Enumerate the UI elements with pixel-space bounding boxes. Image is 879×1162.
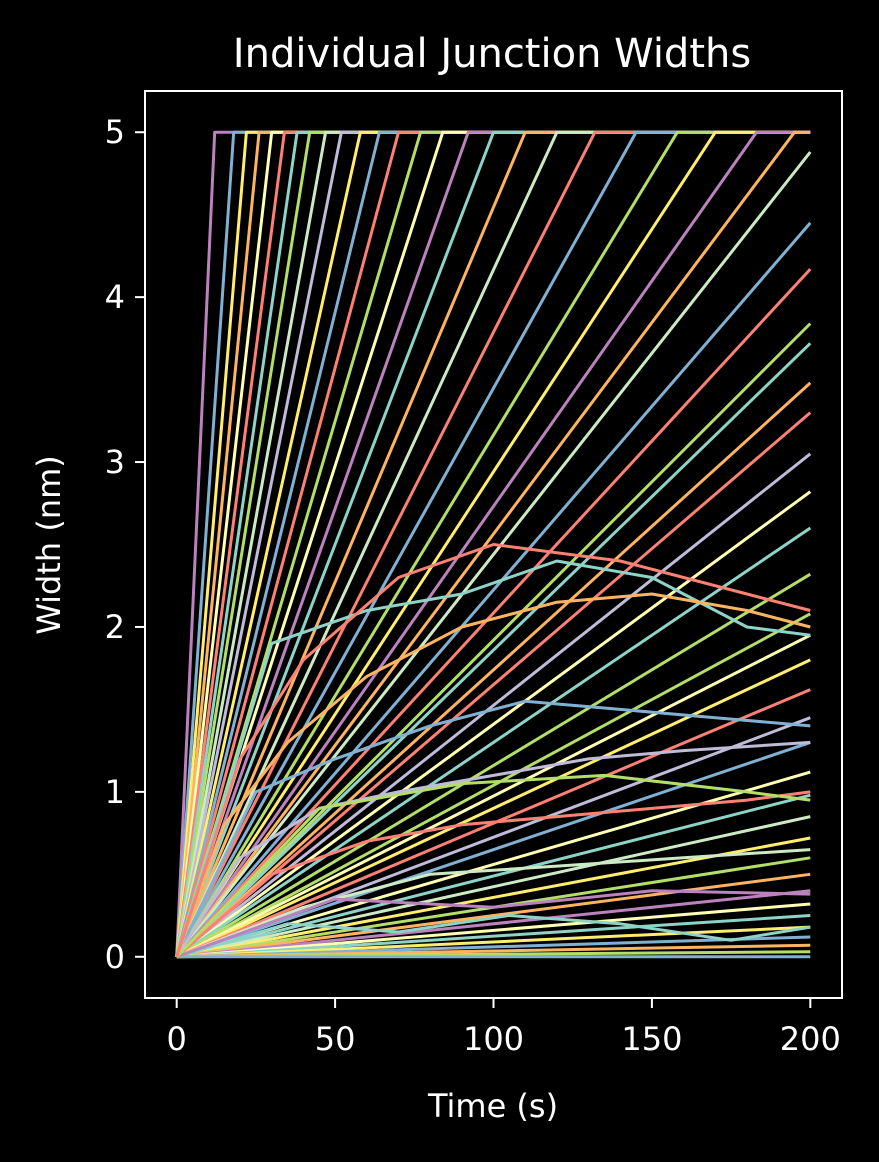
y-tick-label: 1 (105, 773, 125, 811)
series-line-64 (175, 592, 811, 958)
x-tick-label: 0 (167, 1020, 187, 1058)
series-line-30 (175, 381, 812, 958)
y-tick-label: 3 (105, 443, 125, 481)
series-line-27 (175, 268, 812, 958)
series-line-24 (175, 130, 811, 958)
y-tick-label: 2 (105, 608, 125, 646)
series-line-62 (176, 889, 811, 959)
series-line-58 (175, 740, 811, 958)
series-line-31 (175, 411, 812, 958)
y-tick-label: 0 (105, 938, 125, 976)
x-tick-label: 100 (463, 1020, 524, 1058)
series-line-28 (175, 322, 812, 958)
series-line-51 (176, 925, 811, 959)
series-line-41 (176, 740, 811, 959)
y-axis-label: Width (nm) (30, 455, 68, 635)
x-axis-label: Time (s) (427, 1087, 558, 1125)
x-axis-ticks: 0 50 100 150 200 (167, 998, 841, 1058)
series-line-65 (175, 543, 811, 958)
x-tick-label: 150 (621, 1020, 682, 1058)
y-tick-label: 4 (105, 278, 125, 316)
series-line-37 (176, 633, 811, 959)
series-line-49 (176, 902, 811, 959)
series-line-63 (175, 773, 811, 958)
series-line-56 (175, 559, 811, 958)
series-line-23 (175, 130, 811, 958)
series-lines (175, 130, 812, 959)
series-line-26 (175, 221, 812, 958)
chart-title: Individual Junction Widths (233, 31, 751, 77)
series-line-59 (175, 790, 811, 958)
series-line-48 (176, 889, 811, 959)
series-line-44 (176, 815, 811, 959)
y-axis-ticks: 0 1 2 3 4 5 (105, 113, 145, 976)
series-line-43 (176, 793, 811, 959)
series-line-25 (175, 151, 812, 958)
series-line-34 (175, 526, 812, 959)
x-tick-label: 50 (315, 1020, 356, 1058)
series-line-47 (176, 872, 811, 959)
series-line-57 (175, 699, 811, 958)
series-line-60 (176, 848, 811, 959)
y-tick-label: 5 (105, 113, 125, 151)
series-line-35 (175, 572, 812, 959)
series-line-38 (176, 658, 811, 959)
series-line-36 (175, 612, 812, 959)
x-tick-label: 200 (780, 1020, 841, 1058)
series-line-32 (175, 452, 812, 958)
series-line-50 (176, 914, 811, 959)
series-line-29 (175, 342, 812, 958)
series-line-33 (175, 490, 812, 959)
series-line-61 (176, 914, 811, 959)
